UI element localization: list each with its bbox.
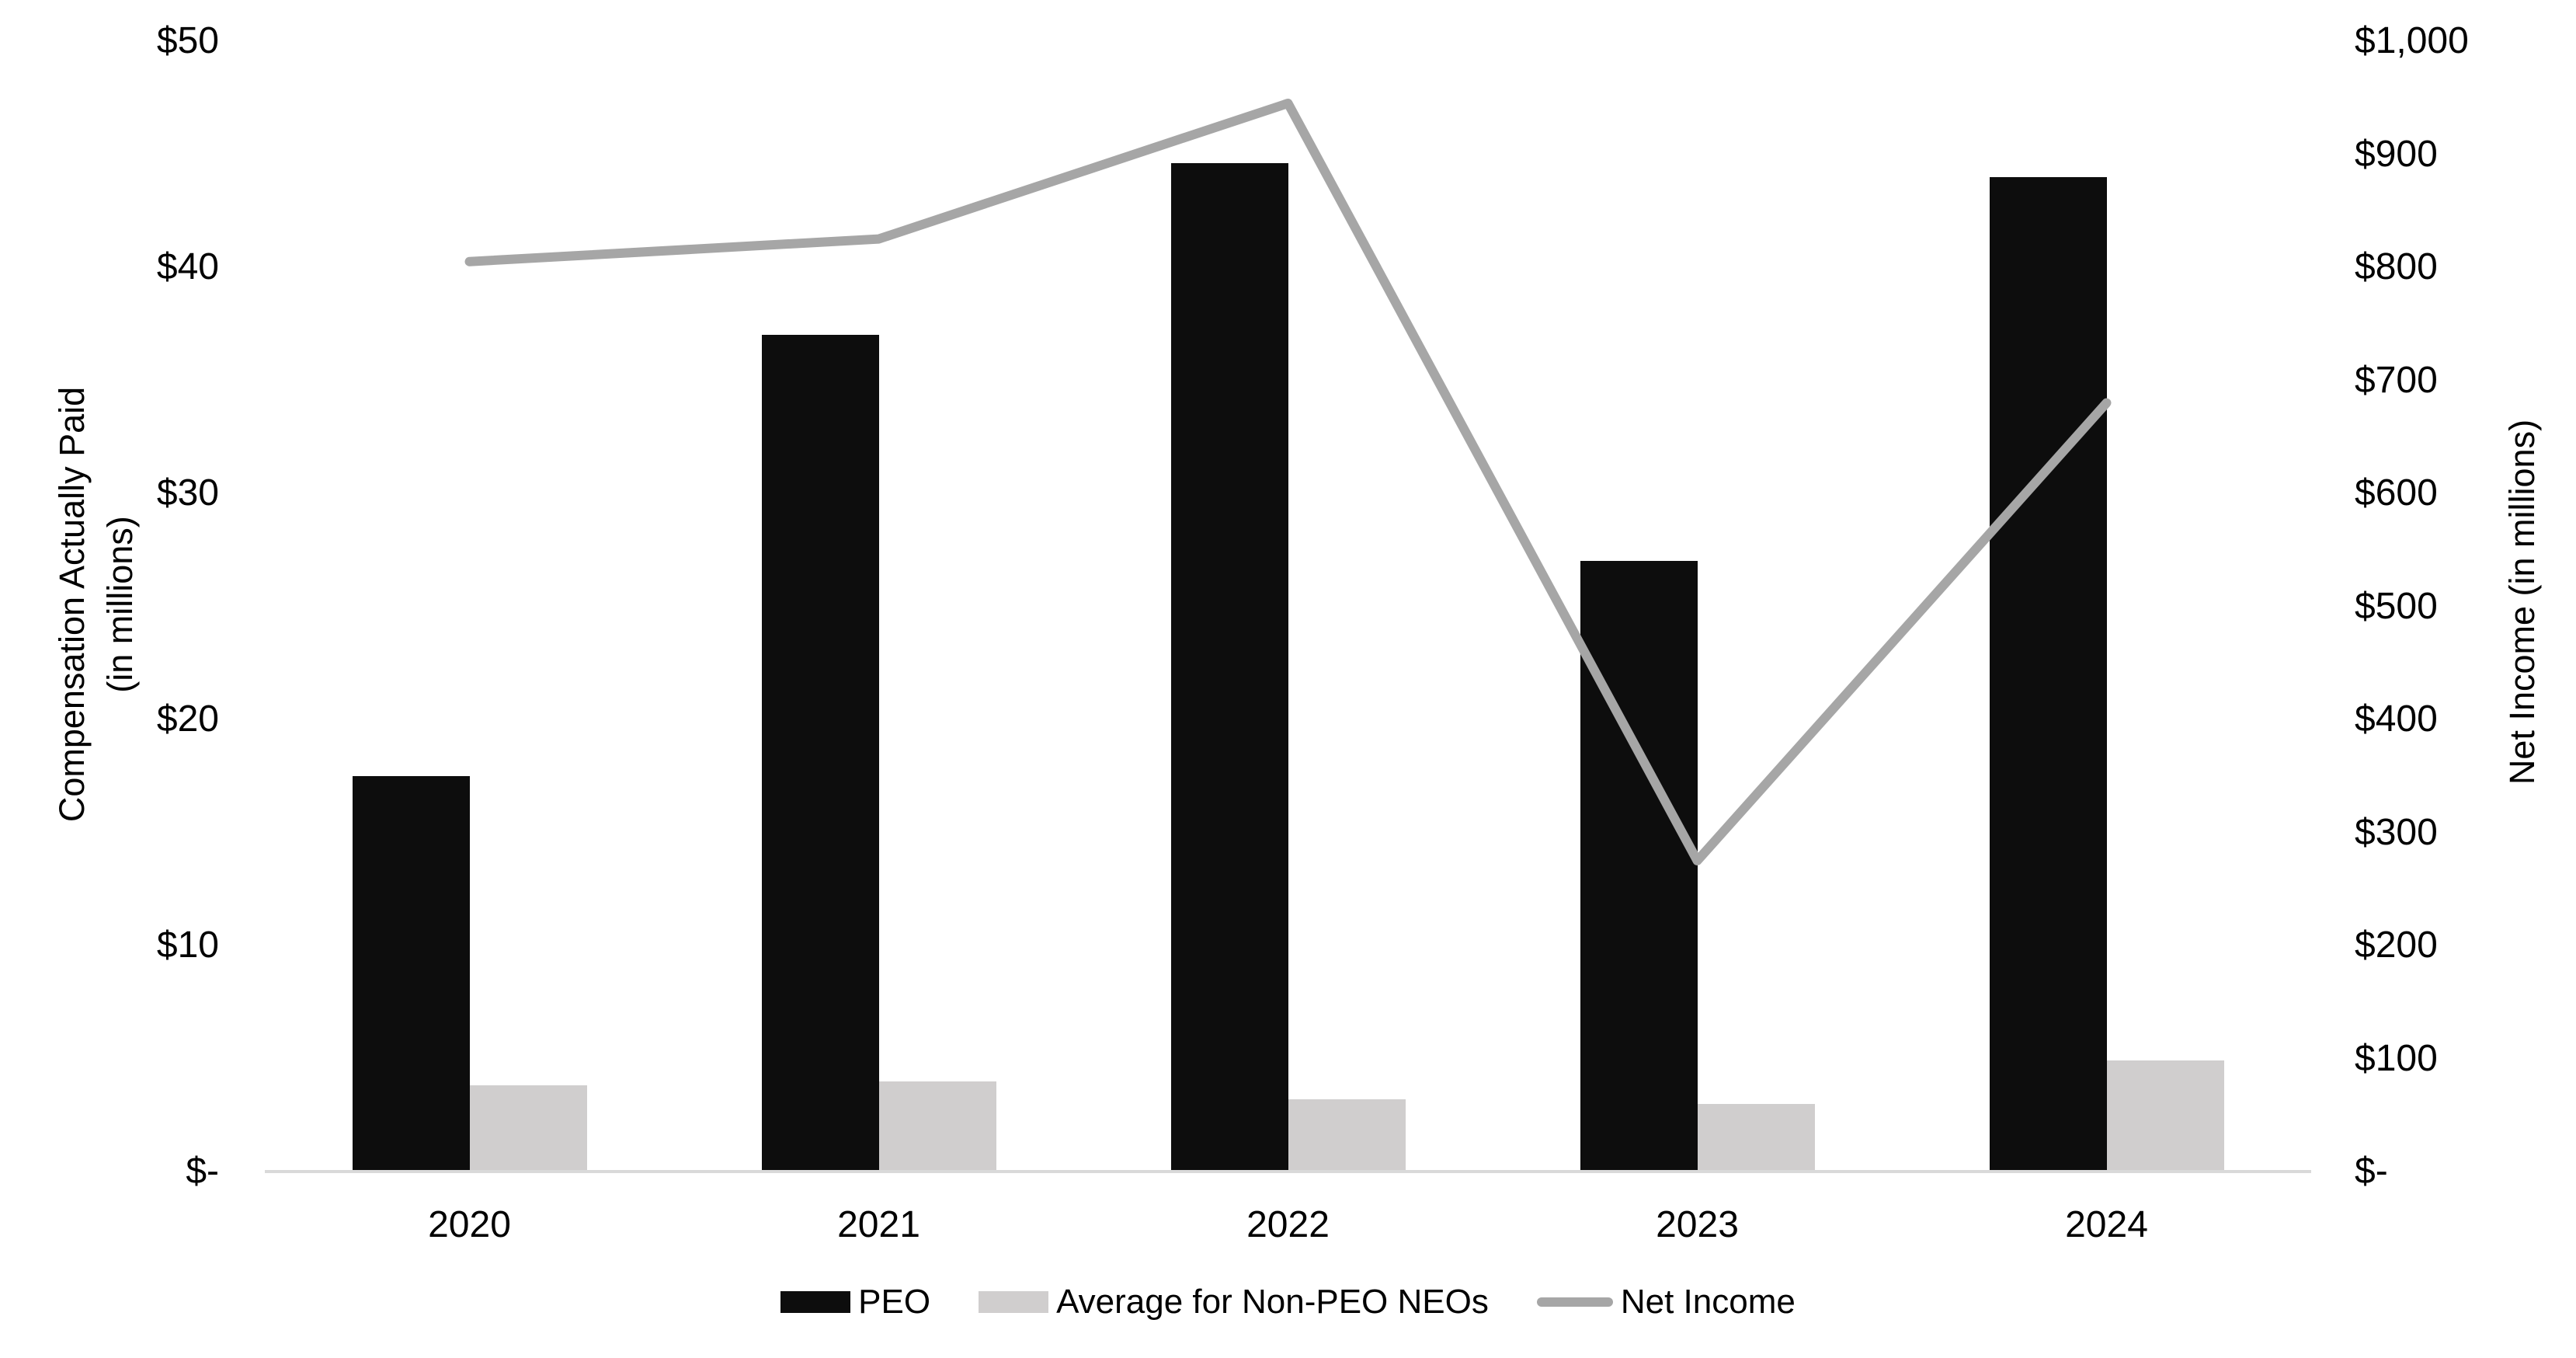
right-tick-300: $300 (2355, 811, 2438, 853)
right-tick-600: $600 (2355, 472, 2438, 514)
bar-average-for-non-peo-neos-2023 (1697, 1103, 1815, 1172)
x-axis-label-2024: 2024 (2065, 1204, 2148, 1245)
bar-average-for-non-peo-neos-2022 (1288, 1099, 1406, 1172)
bar-peo-2021 (761, 335, 879, 1172)
bar-peo-2024 (1989, 176, 2107, 1172)
right-tick-200: $200 (2355, 924, 2438, 966)
x-axis-label-2020: 2020 (428, 1204, 511, 1245)
right-tick-1-000: $1,000 (2355, 20, 2469, 61)
right-tick-500: $500 (2355, 585, 2438, 627)
right-tick-100: $100 (2355, 1037, 2438, 1079)
right-tick-700: $700 (2355, 359, 2438, 401)
left-tick-20: $20 (156, 698, 219, 740)
left-tick-40: $40 (156, 246, 219, 287)
right-tick-800: $800 (2355, 246, 2438, 287)
bar-average-for-non-peo-neos-2021 (878, 1081, 996, 1172)
legend: PEO Average for Non-PEO NEOs Net Income (265, 1274, 2311, 1330)
legend-item-peo: PEO (780, 1282, 930, 1322)
x-axis-label-2022: 2022 (1246, 1204, 1330, 1245)
legend-label-non-peo-neos: Average for Non-PEO NEOs (1056, 1283, 1489, 1321)
right-tick-900: $900 (2355, 133, 2438, 175)
x-axis-baseline (265, 1170, 2311, 1173)
left-tick-30: $30 (156, 472, 219, 514)
net-income-line (464, 99, 2112, 865)
legend-item-non-peo-neos: Average for Non-PEO NEOs (979, 1282, 1489, 1322)
legend-label-net-income: Net Income (1620, 1283, 1796, 1321)
bar-peo-2023 (1580, 561, 1698, 1172)
left-tick-10: $10 (156, 924, 219, 966)
left-tick-: $- (186, 1151, 219, 1192)
legend-swatch-net-income (1536, 1297, 1613, 1307)
bar-average-for-non-peo-neos-2020 (469, 1085, 587, 1172)
right-tick-400: $400 (2355, 698, 2438, 740)
left-tick-50: $50 (156, 20, 219, 61)
bar-peo-2020 (352, 775, 470, 1172)
x-axis-label-2021: 2021 (837, 1204, 920, 1245)
legend-label-peo: PEO (858, 1283, 931, 1321)
x-axis-label-2023: 2023 (1656, 1204, 1739, 1245)
legend-swatch-peo (780, 1291, 851, 1313)
bar-average-for-non-peo-neos-2024 (2106, 1060, 2224, 1172)
legend-item-net-income: Net Income (1536, 1282, 1796, 1322)
right-tick-: $- (2355, 1151, 2388, 1192)
legend-swatch-non-peo-neos (979, 1291, 1049, 1313)
bar-peo-2022 (1170, 163, 1288, 1172)
